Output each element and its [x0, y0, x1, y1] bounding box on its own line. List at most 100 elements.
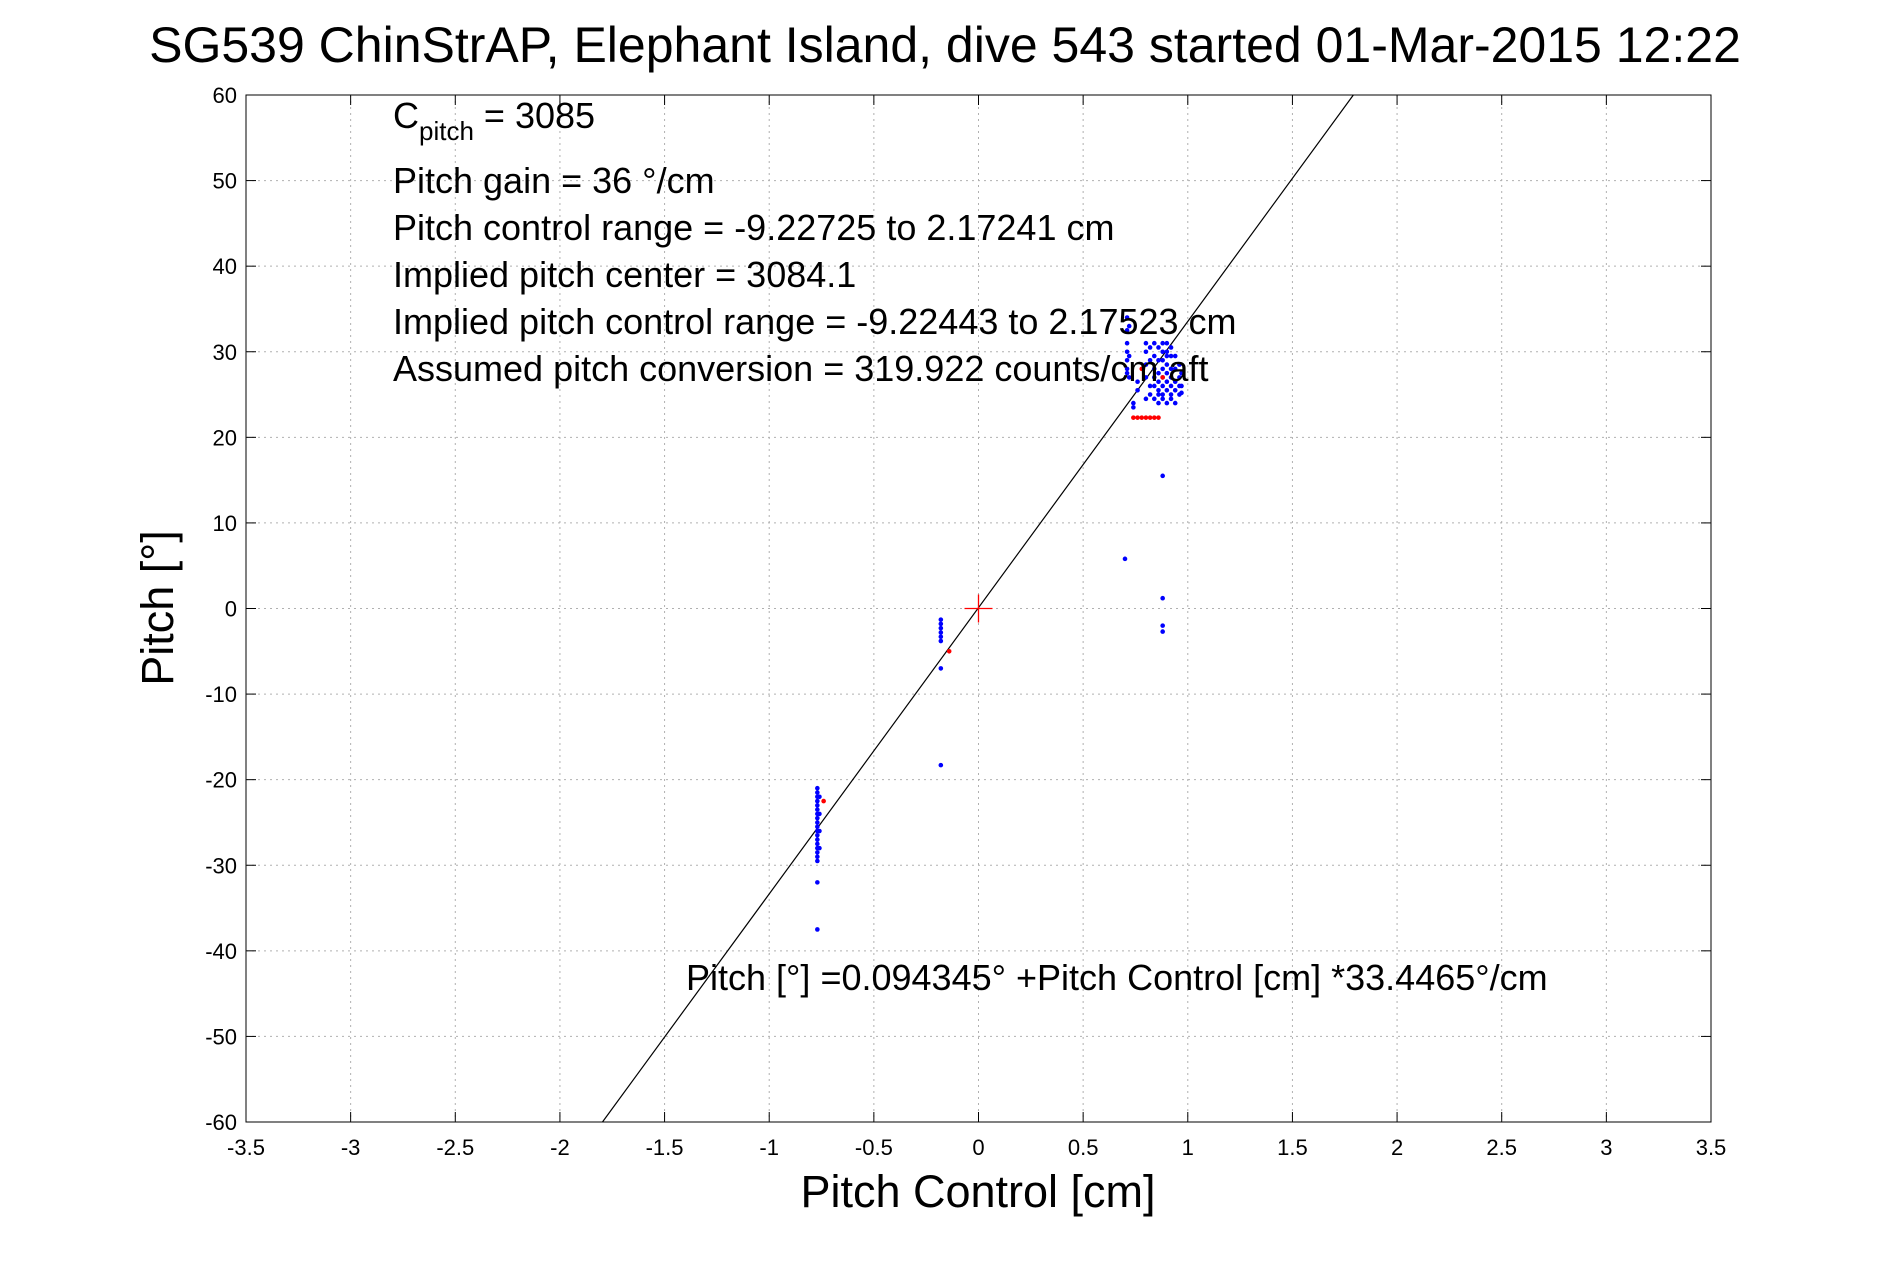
data-point-blue: [815, 927, 820, 932]
x-tick-label: -1.5: [646, 1135, 684, 1160]
y-tick-label: 30: [213, 340, 237, 365]
y-tick-label: -10: [205, 682, 237, 707]
data-point-blue: [1124, 328, 1130, 333]
data-point-blue: [1156, 400, 1161, 406]
data-point-blue: [1164, 379, 1170, 385]
data-point-red: [1160, 375, 1165, 380]
data-point-red: [1139, 415, 1145, 420]
data-point-blue: [938, 634, 944, 640]
data-point-blue: [1168, 366, 1174, 372]
data-point-blue: [817, 845, 822, 851]
data-point-blue: [1156, 392, 1161, 397]
data-point-blue: [1172, 387, 1178, 393]
data-point-blue: [1152, 396, 1157, 402]
x-tick-label: -1: [759, 1135, 779, 1160]
data-point-blue: [1168, 383, 1174, 389]
data-point-blue: [815, 798, 820, 804]
data-point-blue: [815, 880, 820, 885]
x-tick-label: 1.5: [1277, 1135, 1308, 1160]
data-point-blue: [1164, 387, 1170, 393]
c-pitch-prefix: C: [393, 95, 419, 136]
data-point-blue: [817, 794, 822, 800]
x-tick-label: 2: [1391, 1135, 1403, 1160]
data-point-blue: [815, 854, 820, 859]
x-tick-label: 0.5: [1068, 1135, 1099, 1160]
data-point-blue: [1168, 345, 1174, 350]
data-point-blue: [1152, 353, 1157, 359]
data-point-blue: [1131, 400, 1136, 406]
y-tick-label: 40: [213, 254, 237, 279]
data-point-blue: [1164, 353, 1170, 359]
data-point-blue: [1172, 379, 1178, 385]
data-point-blue: [1160, 473, 1165, 479]
data-point-blue: [1135, 379, 1140, 385]
data-point-blue: [938, 762, 944, 768]
data-point-blue: [1124, 315, 1130, 320]
data-point-blue: [815, 837, 820, 842]
data-point-blue: [1160, 383, 1165, 389]
x-tick-label: 3.5: [1696, 1135, 1727, 1160]
data-point-blue: [815, 790, 820, 795]
data-point-blue: [1152, 375, 1157, 380]
y-tick-label: -60: [205, 1110, 237, 1135]
data-point-blue: [1147, 345, 1153, 350]
data-point-blue: [1147, 358, 1153, 363]
pitch-control-range-annotation: Pitch control range = -9.22725 to 2.1724…: [393, 207, 1114, 248]
data-point-blue: [1124, 358, 1130, 363]
data-point-blue: [1160, 366, 1165, 372]
data-point-red: [1147, 415, 1153, 420]
data-point-blue: [1156, 370, 1161, 376]
data-point-blue: [1143, 375, 1149, 380]
data-point-blue: [1164, 400, 1170, 406]
data-point-blue: [815, 824, 820, 830]
y-tick-label: 60: [213, 83, 237, 108]
data-point-blue: [1160, 392, 1165, 397]
x-tick-label: 1: [1182, 1135, 1194, 1160]
data-point-blue: [815, 841, 820, 847]
data-point-blue: [1160, 629, 1165, 634]
data-point-blue: [1160, 358, 1165, 363]
data-point-blue: [1156, 387, 1161, 393]
data-point-blue: [1143, 349, 1149, 355]
data-point-blue: [1160, 396, 1165, 402]
data-point-blue: [1147, 383, 1153, 389]
x-tick-label: 3: [1600, 1135, 1612, 1160]
data-point-blue: [815, 832, 820, 838]
data-point-blue: [815, 858, 820, 864]
implied-pitch-center-annotation: Implied pitch center = 3084.1: [393, 254, 856, 295]
data-point-red: [1139, 366, 1145, 372]
data-point-blue: [1122, 556, 1128, 562]
y-tick-label: 50: [213, 169, 237, 194]
data-point-blue: [1164, 370, 1170, 376]
data-point-blue: [1160, 623, 1165, 628]
data-point-blue: [1179, 390, 1184, 396]
data-point-blue: [1135, 387, 1140, 393]
data-point-red: [1152, 415, 1157, 420]
data-point-blue: [1179, 370, 1184, 376]
data-point-blue: [1164, 362, 1170, 367]
x-axis-label: Pitch Control [cm]: [800, 1166, 1155, 1217]
c-pitch-subscript: pitch: [419, 116, 474, 146]
x-tick-label: 2.5: [1486, 1135, 1517, 1160]
data-point-blue: [1168, 392, 1174, 397]
data-point-blue: [1168, 396, 1174, 402]
data-point-blue: [1177, 362, 1182, 367]
data-point-red: [1135, 415, 1140, 420]
data-point-blue: [938, 638, 944, 644]
data-point-blue: [1124, 366, 1130, 372]
y-axis-label: Pitch [°]: [132, 530, 183, 686]
center-marker-group: [964, 594, 993, 623]
data-point-red: [1143, 415, 1149, 420]
data-points: [815, 315, 1184, 932]
data-point-blue: [1168, 353, 1174, 359]
data-point-blue: [1164, 340, 1170, 346]
data-point-blue: [815, 820, 820, 825]
implied-pitch-control-range-annotation: Implied pitch control range = -9.22443 t…: [393, 301, 1237, 342]
data-point-blue: [1152, 383, 1157, 389]
data-point-blue: [815, 850, 820, 855]
x-tick-label: -2: [550, 1135, 570, 1160]
y-tick-label: -20: [205, 768, 237, 793]
data-point-blue: [1152, 366, 1157, 372]
data-point-blue: [1156, 379, 1161, 385]
